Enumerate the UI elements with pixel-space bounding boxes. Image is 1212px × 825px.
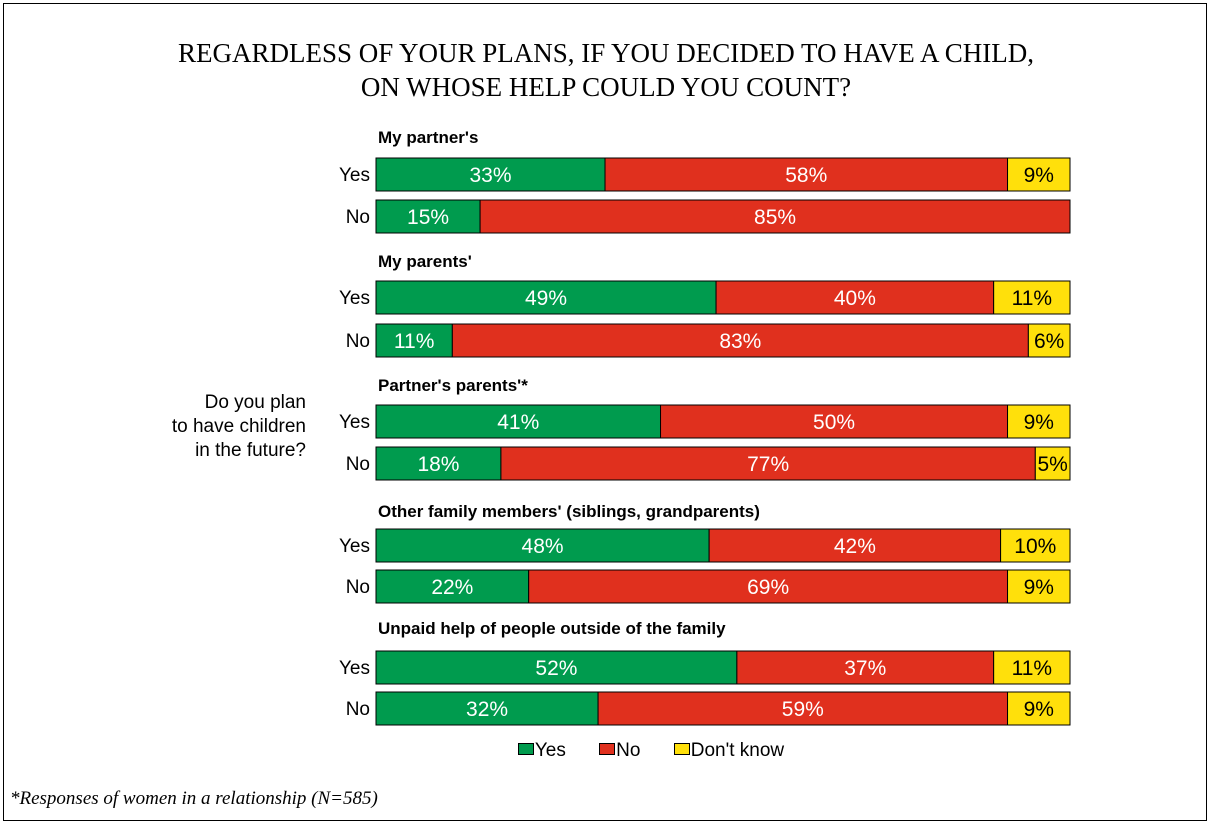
data-label-yes: 15% bbox=[407, 206, 449, 229]
data-label-no: 37% bbox=[844, 657, 886, 680]
legend-label-no: No bbox=[616, 740, 641, 761]
bar-segment-dont-know bbox=[1027, 323, 1071, 358]
bar-segment-no bbox=[528, 569, 1009, 604]
data-label-no: 77% bbox=[747, 453, 789, 476]
bar-segment-yes bbox=[375, 323, 453, 358]
bar-segment-dont-know bbox=[1007, 569, 1071, 604]
bar-segment-yes bbox=[375, 446, 502, 481]
row-label: No bbox=[346, 454, 370, 475]
bar-segment-dont-know bbox=[1007, 157, 1071, 192]
data-label-dont-know: 9% bbox=[1024, 576, 1054, 599]
side-question: Do you plan to have children in the futu… bbox=[106, 391, 306, 463]
row-label: Yes bbox=[339, 288, 370, 309]
bar-segment-no bbox=[500, 446, 1036, 481]
data-label-no: 40% bbox=[834, 287, 876, 310]
bar-segment-dont-know bbox=[993, 650, 1071, 685]
data-label-dont-know: 11% bbox=[1012, 287, 1052, 310]
data-label-yes: 33% bbox=[469, 164, 511, 187]
row-label: No bbox=[346, 577, 370, 598]
legend-item-dont-know: Don't know bbox=[673, 740, 785, 762]
data-label-no: 69% bbox=[747, 576, 789, 599]
data-label-no: 50% bbox=[813, 411, 855, 434]
data-label-dont-know: 9% bbox=[1024, 164, 1054, 187]
data-label-yes: 18% bbox=[417, 453, 459, 476]
side-question-line-3: in the future? bbox=[195, 440, 306, 461]
row-label: No bbox=[346, 331, 370, 352]
legend-swatch-yes bbox=[517, 743, 534, 755]
bar-segment-yes bbox=[375, 157, 606, 192]
row-label: No bbox=[346, 207, 370, 228]
data-label-yes: 48% bbox=[522, 535, 564, 558]
data-label-yes: 22% bbox=[431, 576, 473, 599]
data-label-dont-know: 9% bbox=[1024, 698, 1054, 721]
data-label-dont-know: 5% bbox=[1037, 453, 1067, 476]
group-label: My parents' bbox=[378, 252, 472, 271]
legend: Yes No Don't know bbox=[0, 740, 1212, 762]
data-label-dont-know: 10% bbox=[1014, 535, 1056, 558]
bar-segment-yes bbox=[375, 199, 481, 234]
legend-item-yes: Yes bbox=[517, 740, 566, 762]
bar-segment-yes bbox=[375, 528, 710, 563]
side-question-line-1: Do you plan bbox=[204, 392, 306, 413]
legend-swatch-no bbox=[599, 743, 616, 755]
row-label: Yes bbox=[339, 412, 370, 433]
data-label-yes: 52% bbox=[535, 657, 577, 680]
bar-segment-dont-know bbox=[1007, 691, 1071, 726]
bar-segment-dont-know bbox=[1000, 528, 1071, 563]
data-label-yes: 49% bbox=[525, 287, 567, 310]
data-label-no: 83% bbox=[719, 330, 761, 353]
group-label: Other family members' (siblings, grandpa… bbox=[378, 502, 760, 521]
group-label: Partner's parents'* bbox=[378, 376, 528, 395]
chart-title: REGARDLESS OF YOUR PLANS, IF YOU DECIDED… bbox=[4, 36, 1208, 104]
data-label-yes: 32% bbox=[466, 698, 508, 721]
bar-segment-no bbox=[597, 691, 1009, 726]
legend-label-dont-know: Don't know bbox=[690, 740, 785, 761]
legend-item-no: No bbox=[599, 740, 640, 762]
group-label: My partner's bbox=[378, 128, 478, 147]
bar-segment-dont-know bbox=[1034, 446, 1071, 481]
footnote: *Responses of women in a relationship (N… bbox=[10, 788, 378, 809]
title-line-2: ON WHOSE HELP COULD YOU COUNT? bbox=[360, 72, 852, 102]
bar-segment-dont-know bbox=[993, 280, 1071, 315]
data-label-no: 42% bbox=[834, 535, 876, 558]
row-label: Yes bbox=[339, 536, 370, 557]
bar-segment-no bbox=[708, 528, 1002, 563]
row-label: No bbox=[346, 699, 370, 720]
bar-segment-no bbox=[479, 199, 1071, 234]
bar-segment-dont-know bbox=[1007, 404, 1071, 439]
bar-segment-no bbox=[736, 650, 995, 685]
data-label-dont-know: 6% bbox=[1034, 330, 1064, 353]
data-label-dont-know: 9% bbox=[1024, 411, 1054, 434]
data-label-yes: 11% bbox=[394, 330, 434, 353]
data-label-no: 85% bbox=[754, 206, 796, 229]
title-line-1: REGARDLESS OF YOUR PLANS, IF YOU DECIDED… bbox=[177, 38, 1035, 68]
bar-segment-yes bbox=[375, 280, 717, 315]
bar-segment-no bbox=[660, 404, 1009, 439]
row-label: Yes bbox=[339, 165, 370, 186]
bar-segment-yes bbox=[375, 404, 662, 439]
bar-segment-yes bbox=[375, 569, 530, 604]
data-label-dont-know: 11% bbox=[1012, 657, 1052, 680]
legend-label-yes: Yes bbox=[534, 740, 566, 761]
data-label-yes: 41% bbox=[497, 411, 539, 434]
bar-segment-yes bbox=[375, 650, 738, 685]
row-label: Yes bbox=[339, 658, 370, 679]
side-question-line-2: to have children bbox=[171, 416, 306, 437]
group-label: Unpaid help of people outside of the fam… bbox=[378, 619, 726, 638]
data-label-no: 59% bbox=[782, 698, 824, 721]
data-label-no: 58% bbox=[785, 164, 827, 187]
legend-swatch-dont-know bbox=[673, 743, 690, 755]
bar-segment-no bbox=[451, 323, 1029, 358]
